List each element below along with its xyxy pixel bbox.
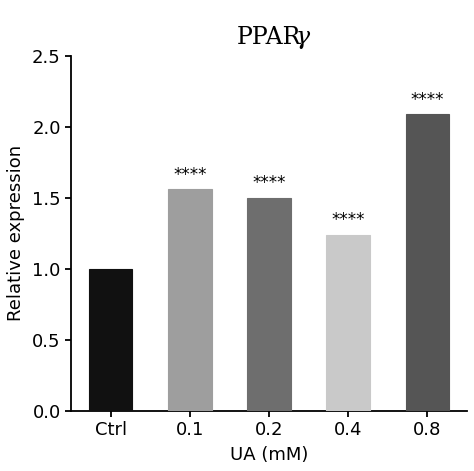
Text: PPAR: PPAR [237, 26, 301, 49]
Bar [89, 269, 132, 411]
Bar [406, 114, 449, 411]
Text: ****: **** [252, 174, 286, 192]
Text: ****: **** [331, 211, 365, 229]
Bar [168, 189, 211, 411]
Text: ****: **** [410, 90, 444, 108]
X-axis label: UA (mM): UA (mM) [230, 446, 308, 464]
Bar [247, 198, 291, 411]
Y-axis label: Relative expression: Relative expression [7, 146, 25, 321]
Text: ****: **** [173, 166, 207, 184]
Bar [327, 235, 370, 411]
Text: γ: γ [296, 26, 310, 49]
